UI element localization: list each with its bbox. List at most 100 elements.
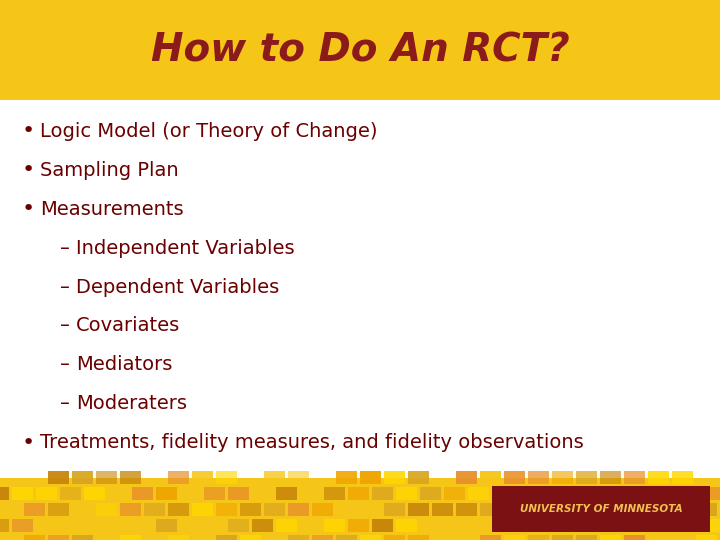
Bar — [648, 471, 669, 484]
Bar — [216, 503, 237, 516]
Bar — [0, 478, 720, 540]
Bar — [336, 503, 357, 516]
Bar — [360, 535, 381, 540]
Bar — [696, 535, 717, 540]
Bar — [228, 519, 249, 532]
Bar — [156, 519, 177, 532]
Bar — [636, 487, 657, 500]
Bar — [396, 519, 417, 532]
Bar — [336, 471, 357, 484]
Bar — [540, 519, 561, 532]
Bar — [528, 471, 549, 484]
Bar — [588, 519, 609, 532]
Bar — [108, 487, 129, 500]
Bar — [612, 487, 633, 500]
Text: Measurements: Measurements — [40, 200, 184, 219]
Bar — [636, 519, 657, 532]
Bar — [216, 535, 237, 540]
Bar — [312, 535, 333, 540]
Bar — [444, 487, 465, 500]
Text: •: • — [22, 122, 35, 141]
Bar — [348, 487, 369, 500]
Text: –: – — [60, 239, 70, 258]
Bar — [612, 519, 633, 532]
Bar — [144, 503, 165, 516]
Bar — [588, 487, 609, 500]
Bar — [480, 503, 501, 516]
Bar — [72, 471, 93, 484]
Bar — [576, 471, 597, 484]
Bar — [48, 503, 69, 516]
Bar — [480, 471, 501, 484]
Text: •: • — [22, 160, 35, 180]
Bar — [372, 487, 393, 500]
Bar — [408, 535, 429, 540]
Bar — [120, 535, 141, 540]
Text: Moderaters: Moderaters — [76, 394, 187, 413]
Bar — [660, 519, 681, 532]
Bar — [216, 471, 237, 484]
Bar — [324, 487, 345, 500]
Text: Covariates: Covariates — [76, 316, 180, 335]
Bar — [528, 535, 549, 540]
Text: –: – — [60, 278, 70, 296]
Bar — [48, 535, 69, 540]
Bar — [708, 487, 720, 500]
Text: Logic Model (or Theory of Change): Logic Model (or Theory of Change) — [40, 122, 377, 141]
Bar — [144, 535, 165, 540]
Text: Sampling Plan: Sampling Plan — [40, 161, 179, 180]
Bar — [228, 487, 249, 500]
Bar — [168, 471, 189, 484]
Bar — [264, 471, 285, 484]
Bar — [552, 535, 573, 540]
Bar — [12, 487, 33, 500]
Bar — [120, 471, 141, 484]
Bar — [492, 486, 710, 532]
Bar — [168, 535, 189, 540]
Bar — [492, 519, 513, 532]
Bar — [240, 535, 261, 540]
Bar — [420, 487, 441, 500]
Bar — [312, 503, 333, 516]
Bar — [252, 487, 273, 500]
Bar — [468, 487, 489, 500]
Bar — [468, 519, 489, 532]
Bar — [132, 519, 153, 532]
Bar — [516, 519, 537, 532]
Text: •: • — [22, 199, 35, 219]
Text: –: – — [60, 394, 70, 413]
Text: How to Do An RCT?: How to Do An RCT? — [150, 31, 570, 69]
Bar — [504, 503, 525, 516]
Bar — [552, 471, 573, 484]
Bar — [336, 535, 357, 540]
Bar — [648, 503, 669, 516]
Bar — [672, 503, 693, 516]
Text: UNIVERSITY OF MINNESOTA: UNIVERSITY OF MINNESOTA — [520, 504, 683, 514]
Bar — [360, 471, 381, 484]
Bar — [180, 487, 201, 500]
Bar — [624, 471, 645, 484]
Bar — [696, 503, 717, 516]
Bar — [276, 487, 297, 500]
Bar — [96, 535, 117, 540]
Bar — [600, 471, 621, 484]
Bar — [156, 487, 177, 500]
Bar — [0, 0, 720, 100]
Bar — [600, 503, 621, 516]
Text: –: – — [60, 355, 70, 374]
Bar — [324, 519, 345, 532]
Text: Treatments, fidelity measures, and fidelity observations: Treatments, fidelity measures, and fidel… — [40, 433, 584, 453]
Bar — [0, 487, 9, 500]
Bar — [384, 471, 405, 484]
Bar — [192, 503, 213, 516]
Bar — [504, 535, 525, 540]
Bar — [528, 503, 549, 516]
Bar — [0, 503, 21, 516]
Bar — [276, 519, 297, 532]
Bar — [480, 535, 501, 540]
Bar — [576, 535, 597, 540]
Bar — [240, 503, 261, 516]
Text: Mediators: Mediators — [76, 355, 172, 374]
Bar — [72, 535, 93, 540]
Text: Independent Variables: Independent Variables — [76, 239, 294, 258]
